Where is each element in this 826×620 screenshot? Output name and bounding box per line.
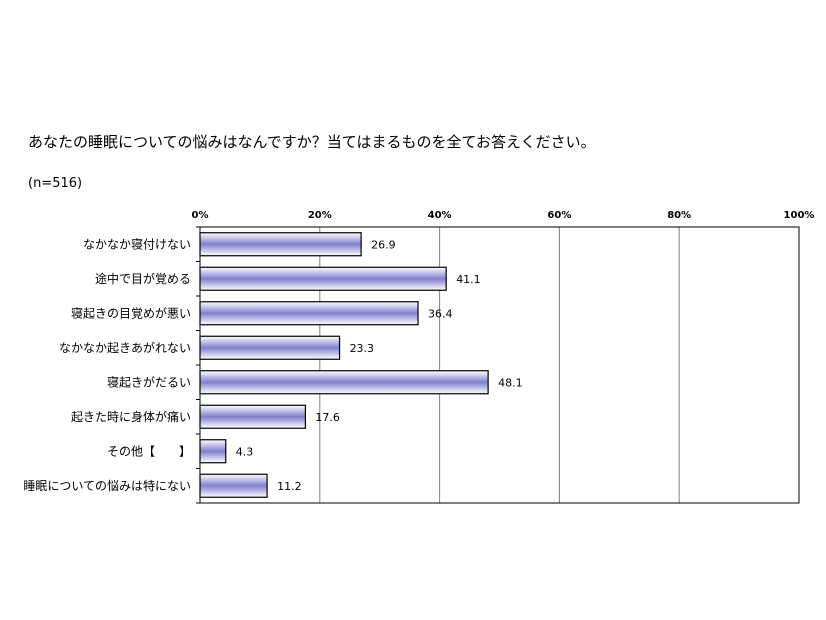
data-label: 17.6 — [315, 411, 340, 424]
data-label: 26.9 — [371, 238, 396, 251]
sample-size: (n=516) — [28, 176, 83, 191]
x-tick-label: 60% — [547, 210, 571, 221]
bars — [199, 232, 489, 498]
category-label: その他【 】 — [107, 444, 191, 458]
bar — [199, 439, 227, 464]
x-tick-label: 100% — [784, 210, 815, 221]
bar — [199, 473, 268, 498]
bar — [199, 335, 341, 360]
bar — [199, 301, 419, 326]
bar — [199, 404, 307, 429]
value-labels: 26.9 41.1 36.4 23.3 48.1 17.6 4.3 11.2 — [236, 238, 523, 493]
category-label: 寝起きの目覚めが悪い — [71, 305, 191, 320]
category-label: 起きた時に身体が痛い — [71, 409, 191, 424]
x-tick-label: 40% — [428, 210, 452, 221]
data-label: 48.1 — [498, 376, 523, 389]
category-label: 寝起きがだるい — [107, 374, 191, 389]
data-label: 11.2 — [277, 480, 302, 493]
x-tick-label: 20% — [308, 210, 332, 221]
plot-area-border — [199, 226, 800, 504]
bar — [199, 232, 362, 257]
chart-title: あなたの睡眠についての悩みはなんですか？当てはまるものを全てお答えください。 — [28, 133, 596, 151]
data-label: 36.4 — [428, 307, 453, 320]
category-labels: なかなか寝付けない途中で目が覚める寝起きの目覚めが悪いなかなか起きあがれない寝起… — [23, 236, 191, 493]
bar — [199, 266, 447, 291]
x-axis-ticks: 0% 20% 40% 60% 80% 100% — [192, 210, 815, 221]
x-tick-label: 80% — [667, 210, 691, 221]
category-label: 途中で目が覚める — [95, 271, 191, 286]
x-tick-label: 0% — [192, 210, 209, 221]
category-label: 睡眠についての悩みは特にない — [23, 478, 191, 493]
data-label: 23.3 — [350, 342, 375, 355]
data-label: 4.3 — [236, 445, 254, 458]
data-label: 41.1 — [456, 273, 481, 286]
bar — [199, 370, 489, 395]
category-label: なかなか寝付けない — [83, 236, 191, 251]
category-label: なかなか起きあがれない — [59, 340, 191, 355]
plot-frame — [196, 226, 800, 504]
